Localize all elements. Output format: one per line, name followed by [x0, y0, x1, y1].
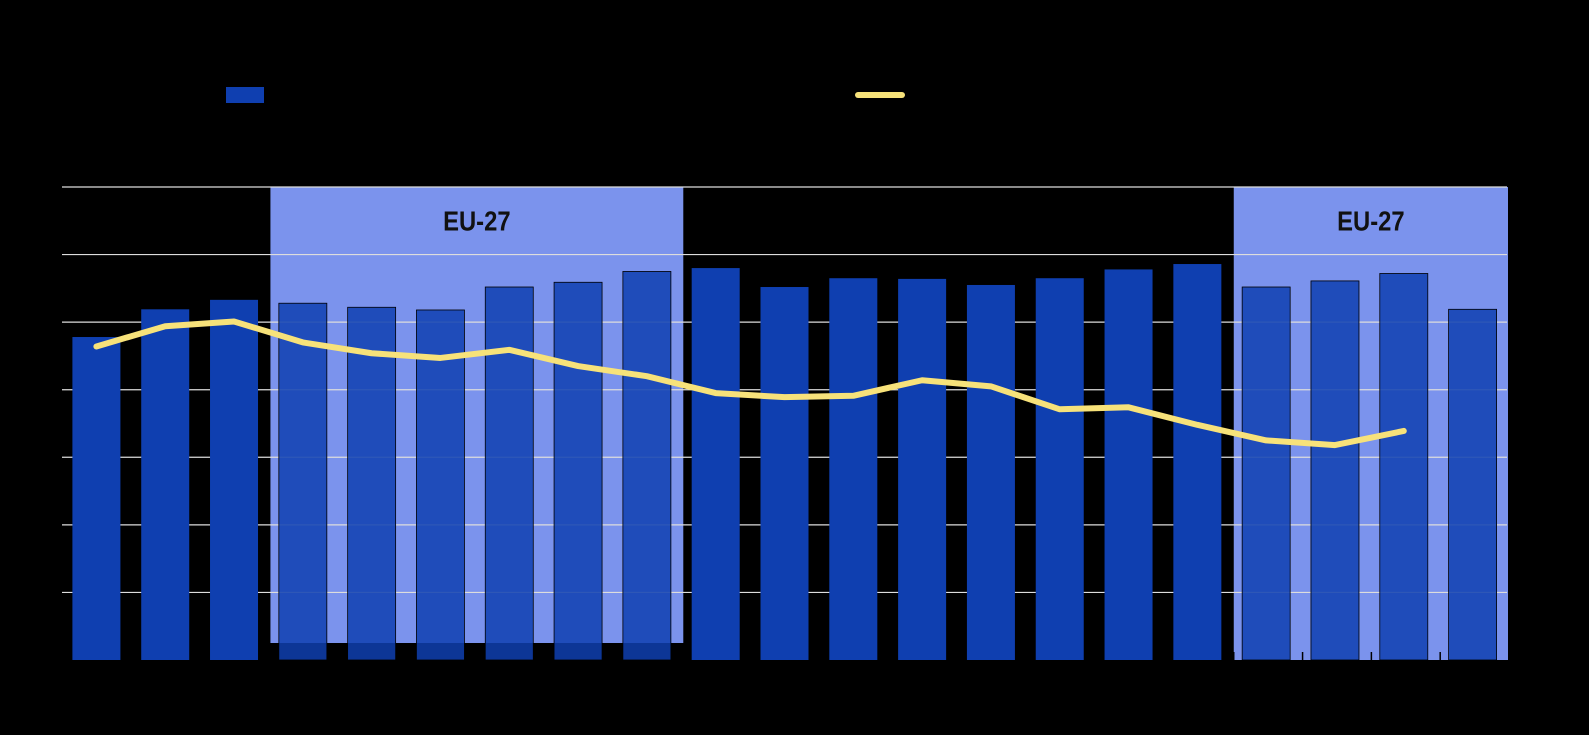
bar — [1173, 264, 1222, 660]
bar — [72, 337, 121, 660]
bar — [210, 299, 259, 660]
bar — [278, 302, 328, 661]
bar — [622, 271, 672, 661]
bar — [1379, 273, 1429, 661]
bar — [898, 278, 947, 660]
bar — [966, 284, 1015, 660]
region-label: EU-27 — [1337, 205, 1404, 237]
bar — [1241, 286, 1291, 661]
region-label: EU-27 — [443, 205, 510, 237]
bar — [1310, 280, 1360, 661]
bar — [553, 281, 603, 661]
line — [93, 318, 1407, 449]
bar — [347, 306, 397, 661]
bar — [141, 309, 190, 660]
bar — [1448, 308, 1497, 661]
bar — [829, 278, 878, 660]
bar — [416, 309, 465, 661]
region-shade — [270, 187, 684, 643]
bar — [691, 268, 740, 660]
bar — [1035, 278, 1084, 660]
legend-swatch-bar — [226, 87, 264, 103]
bar — [484, 286, 534, 661]
bar — [1104, 269, 1153, 660]
bar — [760, 287, 809, 660]
